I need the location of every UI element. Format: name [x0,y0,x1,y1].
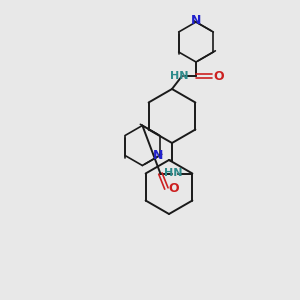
Text: O: O [214,70,224,83]
Text: O: O [168,182,179,195]
Text: N: N [191,14,201,28]
Text: HN: HN [164,169,183,178]
Text: HN: HN [170,71,188,81]
Text: N: N [152,149,163,162]
